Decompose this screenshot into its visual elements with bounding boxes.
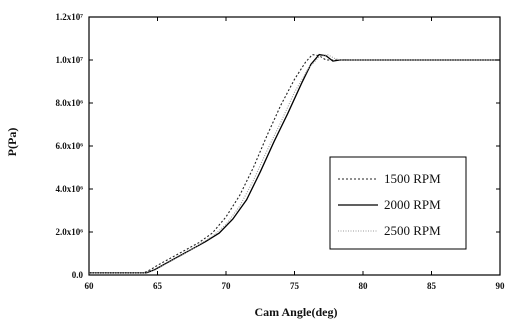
y-tick-label: 2.0x10⁶ bbox=[56, 227, 84, 237]
series-lines bbox=[89, 53, 500, 274]
legend-box bbox=[329, 156, 467, 250]
series-line-2500-rpm bbox=[89, 54, 500, 274]
legend-label: 1500 RPM bbox=[384, 171, 441, 186]
x-tick-label: 70 bbox=[222, 281, 232, 291]
legend: 1500 RPM 2000 RPM 2500 RPM bbox=[329, 156, 467, 250]
y-axis-title: P(Pa) bbox=[5, 128, 19, 157]
y-tick-label: 8.0x10⁶ bbox=[56, 98, 84, 108]
x-axis-title: Cam Angle(deg) bbox=[255, 305, 338, 319]
x-tick-label: 90 bbox=[496, 281, 506, 291]
x-tick-label: 75 bbox=[290, 281, 300, 291]
y-tick-label: 1.2x10⁷ bbox=[56, 12, 84, 22]
axis-ticks: 60 65 70 75 80 85 90 0.0 2.0x10⁶ 4.0x10⁶ 6.0x10⁶ 8.… bbox=[56, 12, 505, 291]
x-tick-label: 65 bbox=[153, 281, 163, 291]
y-tick-label: 1.0x10⁷ bbox=[56, 55, 84, 65]
y-tick-label: 6.0x10⁶ bbox=[56, 141, 84, 151]
legend-label: 2500 RPM bbox=[384, 223, 441, 238]
x-tick-label: 80 bbox=[359, 281, 369, 291]
x-tick-label: 85 bbox=[427, 281, 437, 291]
x-tick-label: 60 bbox=[85, 281, 95, 291]
legend-label: 2000 RPM bbox=[384, 197, 441, 212]
y-tick-label: 4.0x10⁶ bbox=[56, 184, 84, 194]
y-tick-label: 0.0 bbox=[72, 270, 84, 280]
